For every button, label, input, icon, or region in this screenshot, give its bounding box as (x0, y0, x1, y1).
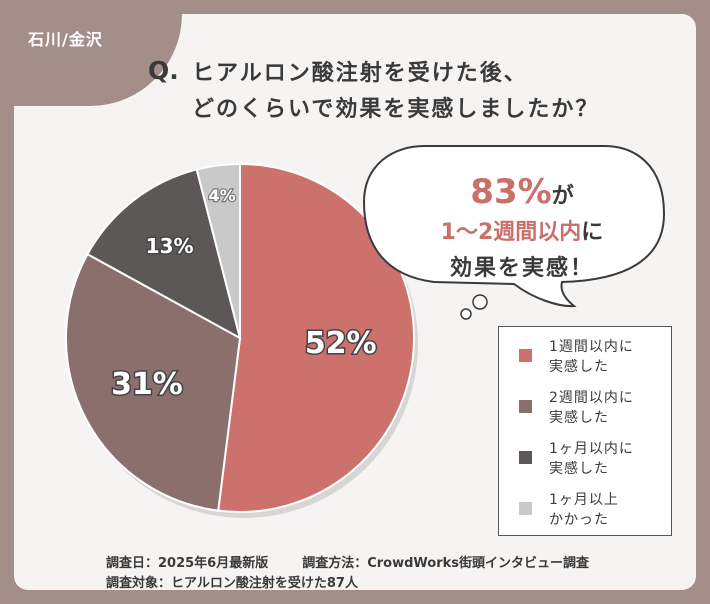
callout-line-3: 効果を実感！ (449, 256, 594, 281)
slice-label-4: 4% (209, 186, 236, 205)
chart-legend: 1週間以内に 実感した 2週間以内に 実感した 1ヶ月以内に 実感した (498, 326, 672, 536)
legend-swatch-1 (519, 349, 532, 362)
legend-swatch-2 (519, 400, 532, 413)
thought-dot-2 (460, 308, 472, 320)
pie-slice-1 (217, 162, 415, 513)
callout-bubble: 83%が 1～2週間以内に 効果を実感！ (372, 162, 672, 292)
callout-period: 1～2週間以内 (440, 220, 582, 245)
thought-dot-1 (472, 294, 488, 310)
slice-label-3: 13% (146, 234, 194, 258)
legend-text: かかった (549, 512, 609, 528)
legend-text: 実感した (549, 410, 609, 426)
speech-bubble-outline (362, 145, 666, 308)
callout-line-1: 83%が (372, 172, 672, 212)
survey-target: 調査対象：ヒアルロン酸注射を受けた87人 (106, 576, 358, 590)
legend-text: 1週間以内に (549, 339, 634, 355)
callout-line-2: 1～2週間以内に (372, 214, 672, 246)
question-line-1: ヒアルロン酸注射を受けた後、 (192, 61, 528, 86)
content-card: 石川/金沢 Q. ヒアルロン酸注射を受けた後、 どのくらいで効果を実感しましたか… (14, 14, 696, 590)
region-label: 石川/金沢 (28, 30, 103, 49)
legend-swatch-4 (519, 502, 532, 515)
callout-particle-2: に (581, 220, 604, 245)
legend-text: 実感した (549, 461, 609, 477)
speech-bubble-shape (362, 145, 666, 320)
question-marker: Q. (148, 56, 179, 85)
slice-label-2: 31% (111, 367, 183, 402)
pie-labels: 52% 31% 13% 4% (110, 185, 379, 404)
legend-text: 2週間以内に (549, 390, 634, 406)
question-text: ヒアルロン酸注射を受けた後、 どのくらいで効果を実感しましたか？ (192, 56, 696, 128)
survey-date: 調査日：2025年6月最新版 (106, 556, 269, 571)
survey-footer: 調査日：2025年6月最新版 調査方法：CrowdWorks街頭インタビュー調査 … (106, 554, 589, 590)
callout-percent: 83% (470, 172, 552, 212)
legend-text: 実感した (549, 359, 609, 375)
pie-slice-4 (195, 162, 241, 339)
pie-slice-3 (86, 168, 242, 340)
slice-label-1: 52% (305, 326, 377, 361)
legend-text: 1ヶ月以上 (549, 492, 619, 508)
legend-text: 1ヶ月以内に (549, 441, 634, 457)
legend-swatch-3 (519, 451, 532, 464)
question-line-2: どのくらいで効果を実感しましたか？ (192, 97, 600, 122)
callout-particle-1: が (551, 184, 574, 209)
pie-chart: 52% 31% 13% 4% (65, 145, 666, 518)
pie-slice-2 (65, 252, 242, 512)
pie-slices (65, 162, 415, 513)
survey-method: 調査方法：CrowdWorks街頭インタビュー調査 (302, 556, 590, 571)
